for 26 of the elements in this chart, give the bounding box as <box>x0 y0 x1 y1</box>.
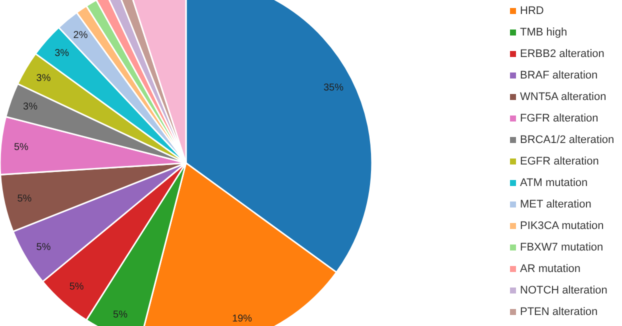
legend-label: HRD <box>520 5 544 17</box>
legend-label: EGFR alteration <box>520 156 599 168</box>
legend-label: WNT5A alteration <box>520 91 606 103</box>
data-label: 5% <box>17 194 32 205</box>
data-label: 5% <box>113 309 128 320</box>
legend-label: FBXW7 mutation <box>520 242 604 254</box>
legend-label: MET alteration <box>520 198 592 210</box>
data-label: 5% <box>14 142 29 153</box>
legend-label: TMB high <box>520 26 568 38</box>
data-label: 2% <box>73 30 88 41</box>
legend-label: PIK3CA mutation <box>520 220 604 232</box>
data-label: 3% <box>54 48 70 60</box>
data-label: 5% <box>36 242 51 253</box>
data-label: 35% <box>323 82 344 94</box>
legend-label: PTEN alteration <box>520 306 598 318</box>
data-label: 5% <box>69 282 84 293</box>
legend-label: BRAF alteration <box>520 70 598 82</box>
legend-label: ERBB2 alteration <box>520 48 604 60</box>
data-label: 19% <box>232 313 252 324</box>
legend-label: FGFR alteration <box>520 112 598 124</box>
data-label: 3% <box>23 101 38 112</box>
legend-label: AR mutation <box>520 263 581 275</box>
data-label: 3% <box>36 73 51 84</box>
legend-label: NOTCH alteration <box>520 284 608 296</box>
legend-label: ATM mutation <box>520 177 588 189</box>
legend-label: BRCA1/2 alteration <box>520 134 614 146</box>
